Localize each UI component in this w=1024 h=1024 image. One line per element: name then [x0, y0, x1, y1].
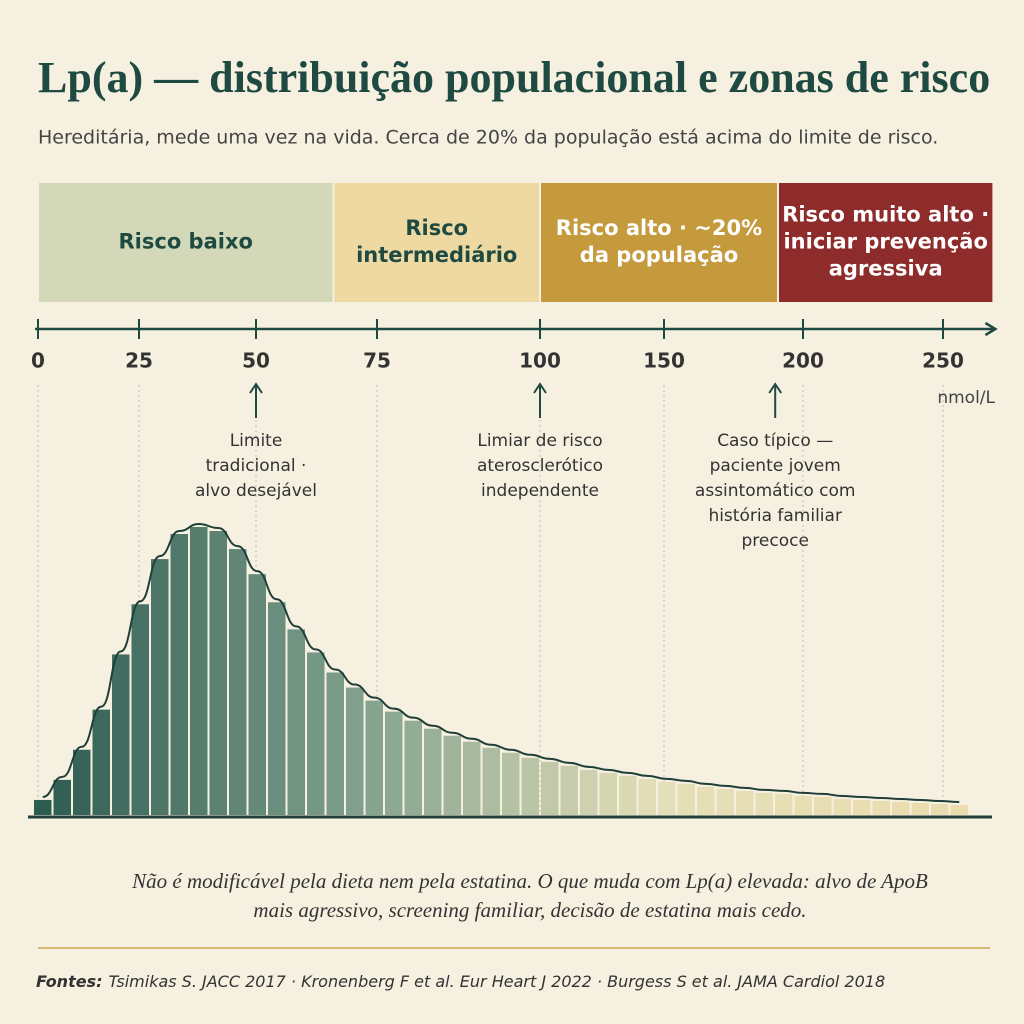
histogram-bar — [736, 790, 754, 815]
histogram-bar — [950, 804, 968, 815]
histogram-bar — [34, 799, 52, 815]
risk-zone — [778, 183, 993, 302]
density-curve — [42, 522, 960, 803]
x-tick-label: 50 — [242, 349, 270, 373]
histogram-bar — [892, 801, 910, 815]
histogram-bar — [53, 779, 71, 815]
histogram-bar — [755, 792, 773, 815]
zone-label: Risco baixo — [119, 230, 253, 254]
zone-label: Risco — [405, 216, 468, 240]
x-tick-label: 100 — [519, 349, 561, 373]
annotation-text: aterosclerótico — [477, 456, 603, 476]
histogram-bar — [599, 772, 617, 815]
histogram-bar — [365, 700, 383, 815]
histogram-bar — [346, 687, 364, 815]
histogram-bar — [872, 800, 890, 815]
histogram-bar — [794, 795, 812, 815]
histogram-bar — [151, 559, 169, 815]
note-text: Não é modificável pela dieta nem pela es… — [131, 869, 928, 893]
x-tick-label: 25 — [125, 349, 153, 373]
histogram-bar — [775, 793, 793, 815]
histogram-bar — [92, 709, 110, 815]
annotation-arrowhead — [533, 382, 547, 394]
histogram-bar — [814, 796, 832, 815]
histogram-bar — [658, 781, 676, 815]
histogram-bar — [73, 749, 91, 815]
histogram-bar — [833, 798, 851, 815]
annotation-text: Limite — [230, 431, 283, 451]
histogram-bar — [229, 549, 247, 815]
histogram-bar — [716, 788, 734, 815]
zone-label: Risco muito alto · — [782, 203, 989, 227]
histogram-bar — [463, 741, 481, 815]
histogram-bar — [521, 757, 539, 815]
x-unit: nmol/L — [937, 388, 995, 408]
subtitle: Hereditária, mede uma vez na vida. Cerca… — [38, 127, 938, 149]
axis-arrow — [984, 321, 998, 337]
histogram-bar — [307, 652, 325, 815]
annotation-arrowhead — [249, 382, 263, 394]
annotation-text: assintomático com — [695, 481, 856, 501]
risk-zone — [39, 183, 333, 302]
zone-label: intermediário — [356, 243, 517, 267]
histogram-bar — [541, 761, 559, 815]
histogram-bar — [502, 752, 520, 815]
sources-text: Tsimikas S. JACC 2017 · Kronenberg F et … — [109, 972, 886, 991]
sources-label: Fontes: — [36, 972, 103, 991]
x-tick-label: 250 — [922, 349, 964, 373]
histogram-bar — [580, 769, 598, 815]
title: Lp(a) — distribuição populacional e zona… — [38, 53, 990, 102]
x-tick-label: 200 — [782, 349, 824, 373]
zone-label: agressiva — [829, 257, 943, 281]
annotation-text: tradicional · — [206, 456, 307, 476]
x-tick-label: 150 — [643, 349, 685, 373]
histogram-bar — [131, 604, 149, 815]
annotation-arrowhead — [768, 382, 783, 394]
histogram-bar — [248, 574, 266, 815]
histogram-bar — [424, 728, 442, 815]
annotation-text: independente — [481, 481, 599, 501]
x-tick-label: 75 — [363, 349, 391, 373]
risk-zone — [334, 183, 539, 302]
histogram-bar — [287, 629, 305, 815]
histogram-bar — [404, 720, 422, 815]
histogram-bar — [931, 803, 949, 815]
histogram-bar — [326, 672, 344, 815]
histogram-bar — [112, 654, 130, 815]
histogram-bar — [482, 747, 500, 815]
x-tick-label: 0 — [31, 349, 45, 373]
zone-label: iniciar prevenção — [783, 230, 987, 254]
annotation-text: paciente jovem — [710, 456, 841, 476]
histogram-bar — [697, 786, 715, 815]
annotation-text: Caso típico — — [717, 431, 833, 451]
histogram-bar — [209, 531, 227, 815]
risk-zone — [541, 183, 777, 302]
histogram-bar — [560, 765, 578, 815]
histogram-bar — [619, 775, 637, 815]
annotation-text: Limiar de risco — [477, 431, 602, 451]
sources: Fontes: Tsimikas S. JACC 2017 · Kronenber… — [36, 972, 885, 991]
histogram-bar — [443, 735, 461, 815]
annotation-text: história familiar — [708, 506, 842, 526]
note-text: mais agressivo, screening familiar, deci… — [253, 898, 806, 922]
histogram-bar — [677, 783, 695, 815]
histogram-bar — [170, 534, 188, 815]
histogram-bar — [268, 602, 286, 815]
annotation-text: precoce — [741, 531, 808, 551]
histogram-bar — [911, 802, 929, 815]
histogram-bar — [853, 799, 871, 815]
histogram-bar — [385, 711, 403, 815]
histogram-bar — [190, 527, 208, 815]
zone-label: da população — [580, 243, 738, 267]
zone-label: Risco alto · ~20% — [556, 216, 762, 240]
annotation-text: alvo desejável — [195, 481, 317, 501]
histogram-bar — [638, 778, 656, 815]
